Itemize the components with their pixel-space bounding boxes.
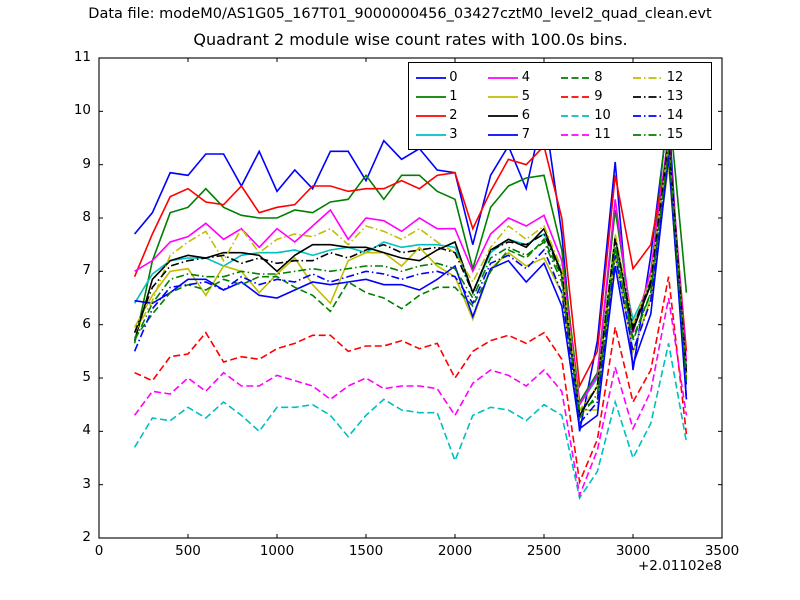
legend-swatch-cell	[415, 87, 449, 106]
legend-label-4: 4	[521, 70, 530, 85]
series-line-7	[134, 156, 688, 431]
legend-row: 2 6 10 14	[415, 106, 705, 125]
series-line-14	[133, 153, 688, 426]
legend-line-sample-0	[416, 76, 446, 79]
legend-label-15: 15	[666, 127, 684, 142]
legend-swatch-cell	[560, 125, 594, 144]
legend-swatch-cell	[632, 125, 666, 144]
legend-line-sample-2	[416, 114, 446, 117]
legend-label-13: 13	[666, 89, 684, 104]
legend-line-sample-12	[633, 76, 664, 79]
legend-swatch-cell	[560, 87, 594, 106]
x-axis-offset-label: +2.01102e8	[637, 558, 722, 574]
x-tick-label: 2500	[526, 543, 562, 559]
x-tick-label: 1500	[348, 543, 384, 559]
legend-swatch-cell	[487, 125, 521, 144]
legend-swatch-cell	[487, 87, 521, 106]
data-file-label: Data file: modeM0/AS1G05_167T01_90000004…	[88, 6, 712, 22]
legend-line-sample-11	[560, 133, 591, 136]
legend-swatch-cell	[487, 106, 521, 125]
legend-label-8: 8	[594, 70, 603, 85]
series-line-0	[133, 108, 688, 432]
y-tick-label: 3	[82, 475, 91, 492]
legend-swatch-cell	[560, 68, 594, 87]
series-line-3	[133, 143, 688, 407]
legend-swatch-cell	[632, 106, 666, 125]
legend-label-11: 11	[594, 127, 611, 142]
legend-swatch-cell	[632, 68, 666, 87]
legend-label-6: 6	[521, 108, 530, 123]
legend-line-sample-10	[560, 114, 591, 117]
x-tick-label: 3000	[615, 543, 651, 559]
legend-line-sample-5	[488, 95, 519, 98]
legend-line-sample-6	[488, 114, 519, 117]
legend: 0 4 8 12 1 5 9 13 2 6 10 14 3 7 11 15	[408, 62, 712, 150]
data-series-group	[133, 100, 688, 501]
legend-line-sample-1	[416, 95, 446, 98]
legend-line-sample-3	[416, 133, 446, 136]
axis-ticks	[98, 57, 723, 539]
legend-swatch-cell	[632, 87, 666, 106]
legend-row: 0 4 8 12	[415, 68, 705, 87]
x-tick-label: 0	[94, 543, 104, 559]
legend-line-sample-14	[633, 114, 664, 117]
y-tick-label: 4	[82, 422, 91, 439]
series-line-1	[133, 100, 688, 405]
x-tick-label: 2000	[437, 543, 473, 559]
y-tick-label: 8	[82, 209, 91, 225]
plot-frame	[98, 57, 723, 539]
legend-line-sample-4	[488, 76, 519, 79]
series-line-9	[134, 276, 688, 485]
legend-table: 0 4 8 12 1 5 9 13 2 6 10 14 3 7 11 15	[415, 68, 705, 144]
y-tick-label: 9	[82, 155, 91, 172]
legend-label-12: 12	[666, 70, 684, 85]
legend-line-sample-9	[560, 95, 591, 98]
legend-swatch-cell	[415, 68, 449, 87]
legend-swatch-cell	[487, 68, 521, 87]
series-line-11	[133, 297, 688, 499]
series-line-4	[134, 132, 688, 408]
series-line-10	[133, 343, 688, 501]
y-tick-label: 6	[82, 315, 91, 332]
legend-label-3: 3	[449, 127, 458, 142]
legend-row: 3 7 11 15	[415, 125, 705, 144]
legend-label-10: 10	[594, 108, 611, 123]
legend-swatch-cell	[415, 106, 449, 125]
series-line-2	[133, 144, 688, 389]
series-line-5	[133, 164, 688, 411]
legend-swatch-cell	[560, 106, 594, 125]
legend-label-2: 2	[449, 108, 458, 123]
legend-line-sample-8	[560, 76, 591, 79]
x-tick-label: 1000	[259, 543, 295, 559]
y-tick-label: 2	[82, 529, 91, 545]
legend-line-sample-7	[488, 133, 519, 136]
x-tick-label: 500	[175, 543, 201, 559]
series-line-8	[133, 145, 688, 412]
series-line-12	[133, 143, 688, 413]
legend-line-sample-15	[633, 133, 664, 136]
legend-label-0: 0	[449, 70, 458, 85]
x-tick-label: 3500	[704, 543, 740, 559]
legend-label-5: 5	[521, 89, 530, 104]
legend-row: 1 5 9 13	[415, 87, 705, 106]
legend-swatch-cell	[415, 125, 449, 144]
y-tick-label: 10	[73, 102, 91, 119]
legend-label-1: 1	[449, 89, 458, 104]
legend-label-7: 7	[521, 127, 530, 142]
series-line-13	[133, 140, 688, 418]
chart-title: Quadrant 2 module wise count rates with …	[193, 30, 628, 49]
legend-line-sample-13	[633, 95, 664, 98]
y-tick-label: 5	[82, 369, 91, 385]
series-line-15	[133, 148, 688, 421]
legend-label-9: 9	[594, 89, 603, 104]
y-tick-label: 7	[82, 262, 91, 279]
y-tick-label: 11	[73, 49, 91, 65]
legend-label-14: 14	[666, 108, 684, 123]
